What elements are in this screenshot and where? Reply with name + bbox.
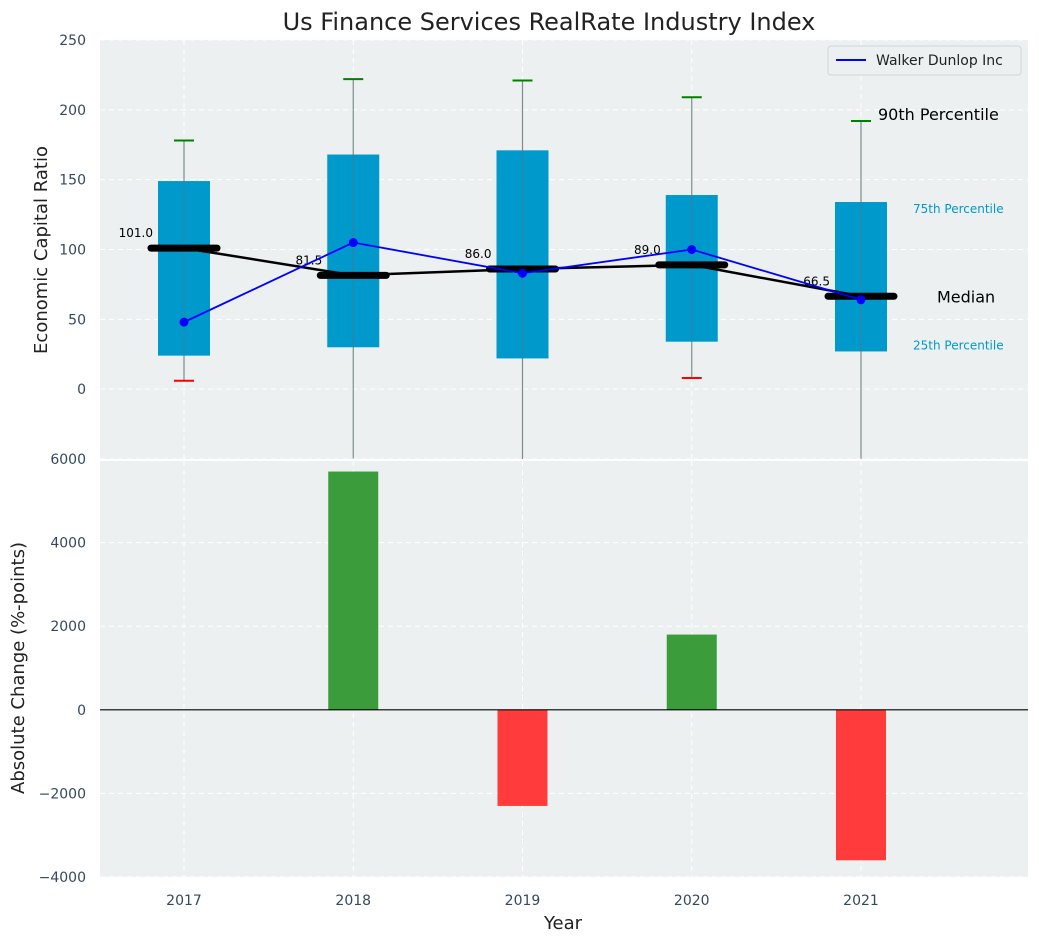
bottom-y-tick-label: 2000 bbox=[50, 619, 86, 635]
x-tick-label: 2017 bbox=[166, 893, 202, 909]
bottom-y-tick-label: 6000 bbox=[50, 452, 86, 468]
chart-title: Us Finance Services RealRate Industry In… bbox=[283, 8, 816, 36]
bottom-y-tick-label: −4000 bbox=[39, 870, 86, 886]
x-tick-label: 2019 bbox=[505, 893, 541, 909]
top-y-tick-label: 250 bbox=[59, 33, 86, 49]
top-y-tick-label: 150 bbox=[59, 173, 86, 189]
annotation-median: Median bbox=[937, 287, 995, 306]
company-series-point bbox=[687, 245, 697, 254]
company-series-point bbox=[856, 295, 866, 305]
median-value-label: 86.0 bbox=[465, 247, 492, 261]
median-value-label: 101.0 bbox=[119, 226, 153, 240]
median-value-label: 81.5 bbox=[296, 253, 323, 267]
x-axis-label: Year bbox=[543, 913, 583, 934]
legend-label: Walker Dunlop Inc bbox=[876, 53, 1003, 69]
change-bar bbox=[836, 709, 886, 861]
median-value-label: 89.0 bbox=[634, 243, 661, 257]
company-series-point bbox=[518, 268, 527, 278]
change-bar bbox=[328, 471, 379, 710]
x-tick-label: 2020 bbox=[674, 893, 710, 909]
top-y-tick-label: 100 bbox=[59, 243, 86, 259]
change-bar bbox=[666, 634, 717, 710]
bottom-y-tick-label: 4000 bbox=[50, 536, 86, 552]
top-y-tick-label: 200 bbox=[59, 103, 86, 119]
x-tick-label: 2018 bbox=[335, 893, 371, 909]
annotation-90th-percentile: 90th Percentile bbox=[878, 105, 999, 124]
bottom-y-tick-label: 0 bbox=[77, 703, 86, 719]
legend: Walker Dunlop Inc bbox=[827, 45, 1022, 76]
top-y-tick-label: 0 bbox=[77, 382, 86, 398]
company-series-point bbox=[348, 238, 358, 248]
change-bar bbox=[497, 709, 548, 806]
annotation-75th-percentile: 75th Percentile bbox=[913, 202, 1004, 216]
legend-box bbox=[827, 45, 1022, 76]
company-series-point bbox=[179, 317, 189, 327]
bar-chart-panel: −4000 −2000 0 2000 4000 6000 2017 2018 2019 2020 2… bbox=[39, 452, 1028, 909]
x-tick-label: 2021 bbox=[843, 893, 879, 909]
y-axis-label-bottom: Absolute Change (%-points) bbox=[8, 542, 29, 794]
annotation-25th-percentile: 25th Percentile bbox=[913, 338, 1004, 352]
bottom-y-tick-label: −2000 bbox=[39, 786, 86, 802]
bottom-plot-background bbox=[100, 461, 1028, 877]
y-axis-label-top: Economic Capital Ratio bbox=[31, 146, 52, 354]
top-y-tick-label: 50 bbox=[68, 312, 86, 328]
